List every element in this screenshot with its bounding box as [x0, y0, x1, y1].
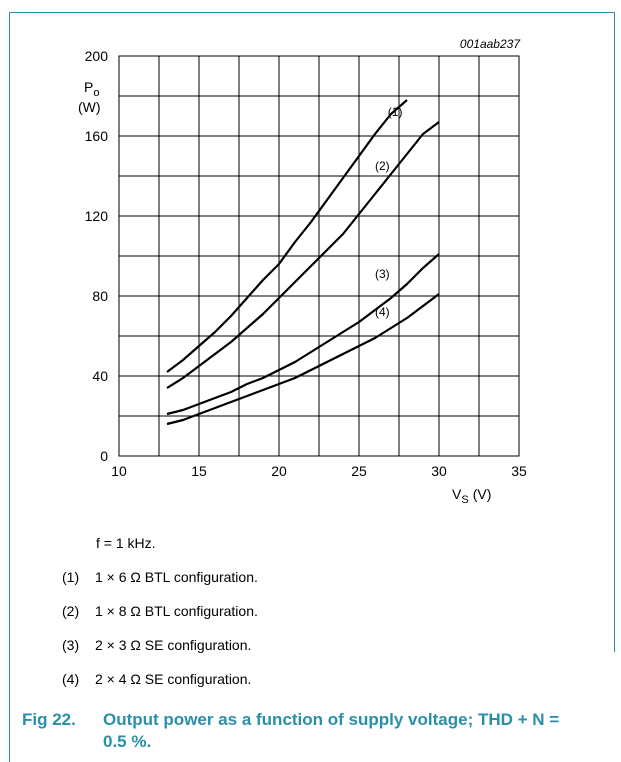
- note-text: 1 × 6 Ω BTL configuration.: [95, 569, 258, 585]
- curve-label-4: (4): [375, 305, 390, 319]
- series-line-1: [166, 99, 408, 373]
- frame-left-border: [9, 12, 10, 762]
- y-tick-label: 40: [92, 368, 108, 384]
- y-tick-label: 200: [85, 48, 109, 64]
- note-number: (1): [62, 569, 80, 585]
- frame-top-border: [9, 12, 615, 13]
- plot-area-frame: [118, 55, 520, 457]
- curve-label-3: (3): [375, 267, 390, 281]
- x-tick-label: 10: [111, 463, 127, 479]
- y-tick-label: 120: [85, 208, 109, 224]
- y-axis-unit: (W): [78, 99, 101, 115]
- curve-label-2: (2): [375, 159, 390, 173]
- series-line-2: [166, 121, 440, 389]
- figure-number: Fig 22.: [22, 710, 76, 729]
- chart-curves: [166, 99, 440, 426]
- note-text: 1 × 8 Ω BTL configuration.: [95, 603, 258, 619]
- series-line-3: [166, 253, 440, 416]
- note-number: (3): [62, 637, 80, 653]
- x-tick-labels: 10 15 20 25 30 35: [111, 463, 527, 479]
- curve-labels: (1) (2) (3) (4): [375, 105, 402, 319]
- note-text: 2 × 3 Ω SE configuration.: [95, 637, 252, 653]
- note-number: (2): [62, 603, 80, 619]
- x-tick-label: 15: [191, 463, 207, 479]
- curve-label-1: (1): [388, 105, 403, 119]
- x-tick-label: 30: [431, 463, 447, 479]
- note-condition: f = 1 kHz.: [96, 535, 156, 551]
- note-text: 2 × 4 Ω SE configuration.: [95, 671, 252, 687]
- figure-title: Output power as a function of supply vol…: [103, 710, 560, 751]
- y-tick-label: 0: [100, 448, 108, 464]
- x-tick-label: 25: [351, 463, 367, 479]
- y-tick-label: 160: [85, 128, 109, 144]
- series-line-4: [166, 293, 440, 426]
- chart-code: 001aab237: [460, 37, 521, 51]
- frame-right-border: [614, 12, 615, 652]
- chart-grid: [118, 55, 520, 457]
- y-axis-label: Po: [84, 79, 99, 99]
- y-tick-label: 80: [92, 288, 108, 304]
- y-tick-labels: 0 40 80 120 160 200: [85, 48, 109, 464]
- x-tick-label: 35: [511, 463, 527, 479]
- x-axis-label: VS (V): [452, 486, 491, 506]
- output-power-chart: 10 15 20 25 30 35 0 40 80 120 160 200 (1) (2) (3) (4)…: [78, 37, 527, 506]
- x-tick-label: 20: [271, 463, 287, 479]
- note-number: (4): [62, 671, 80, 687]
